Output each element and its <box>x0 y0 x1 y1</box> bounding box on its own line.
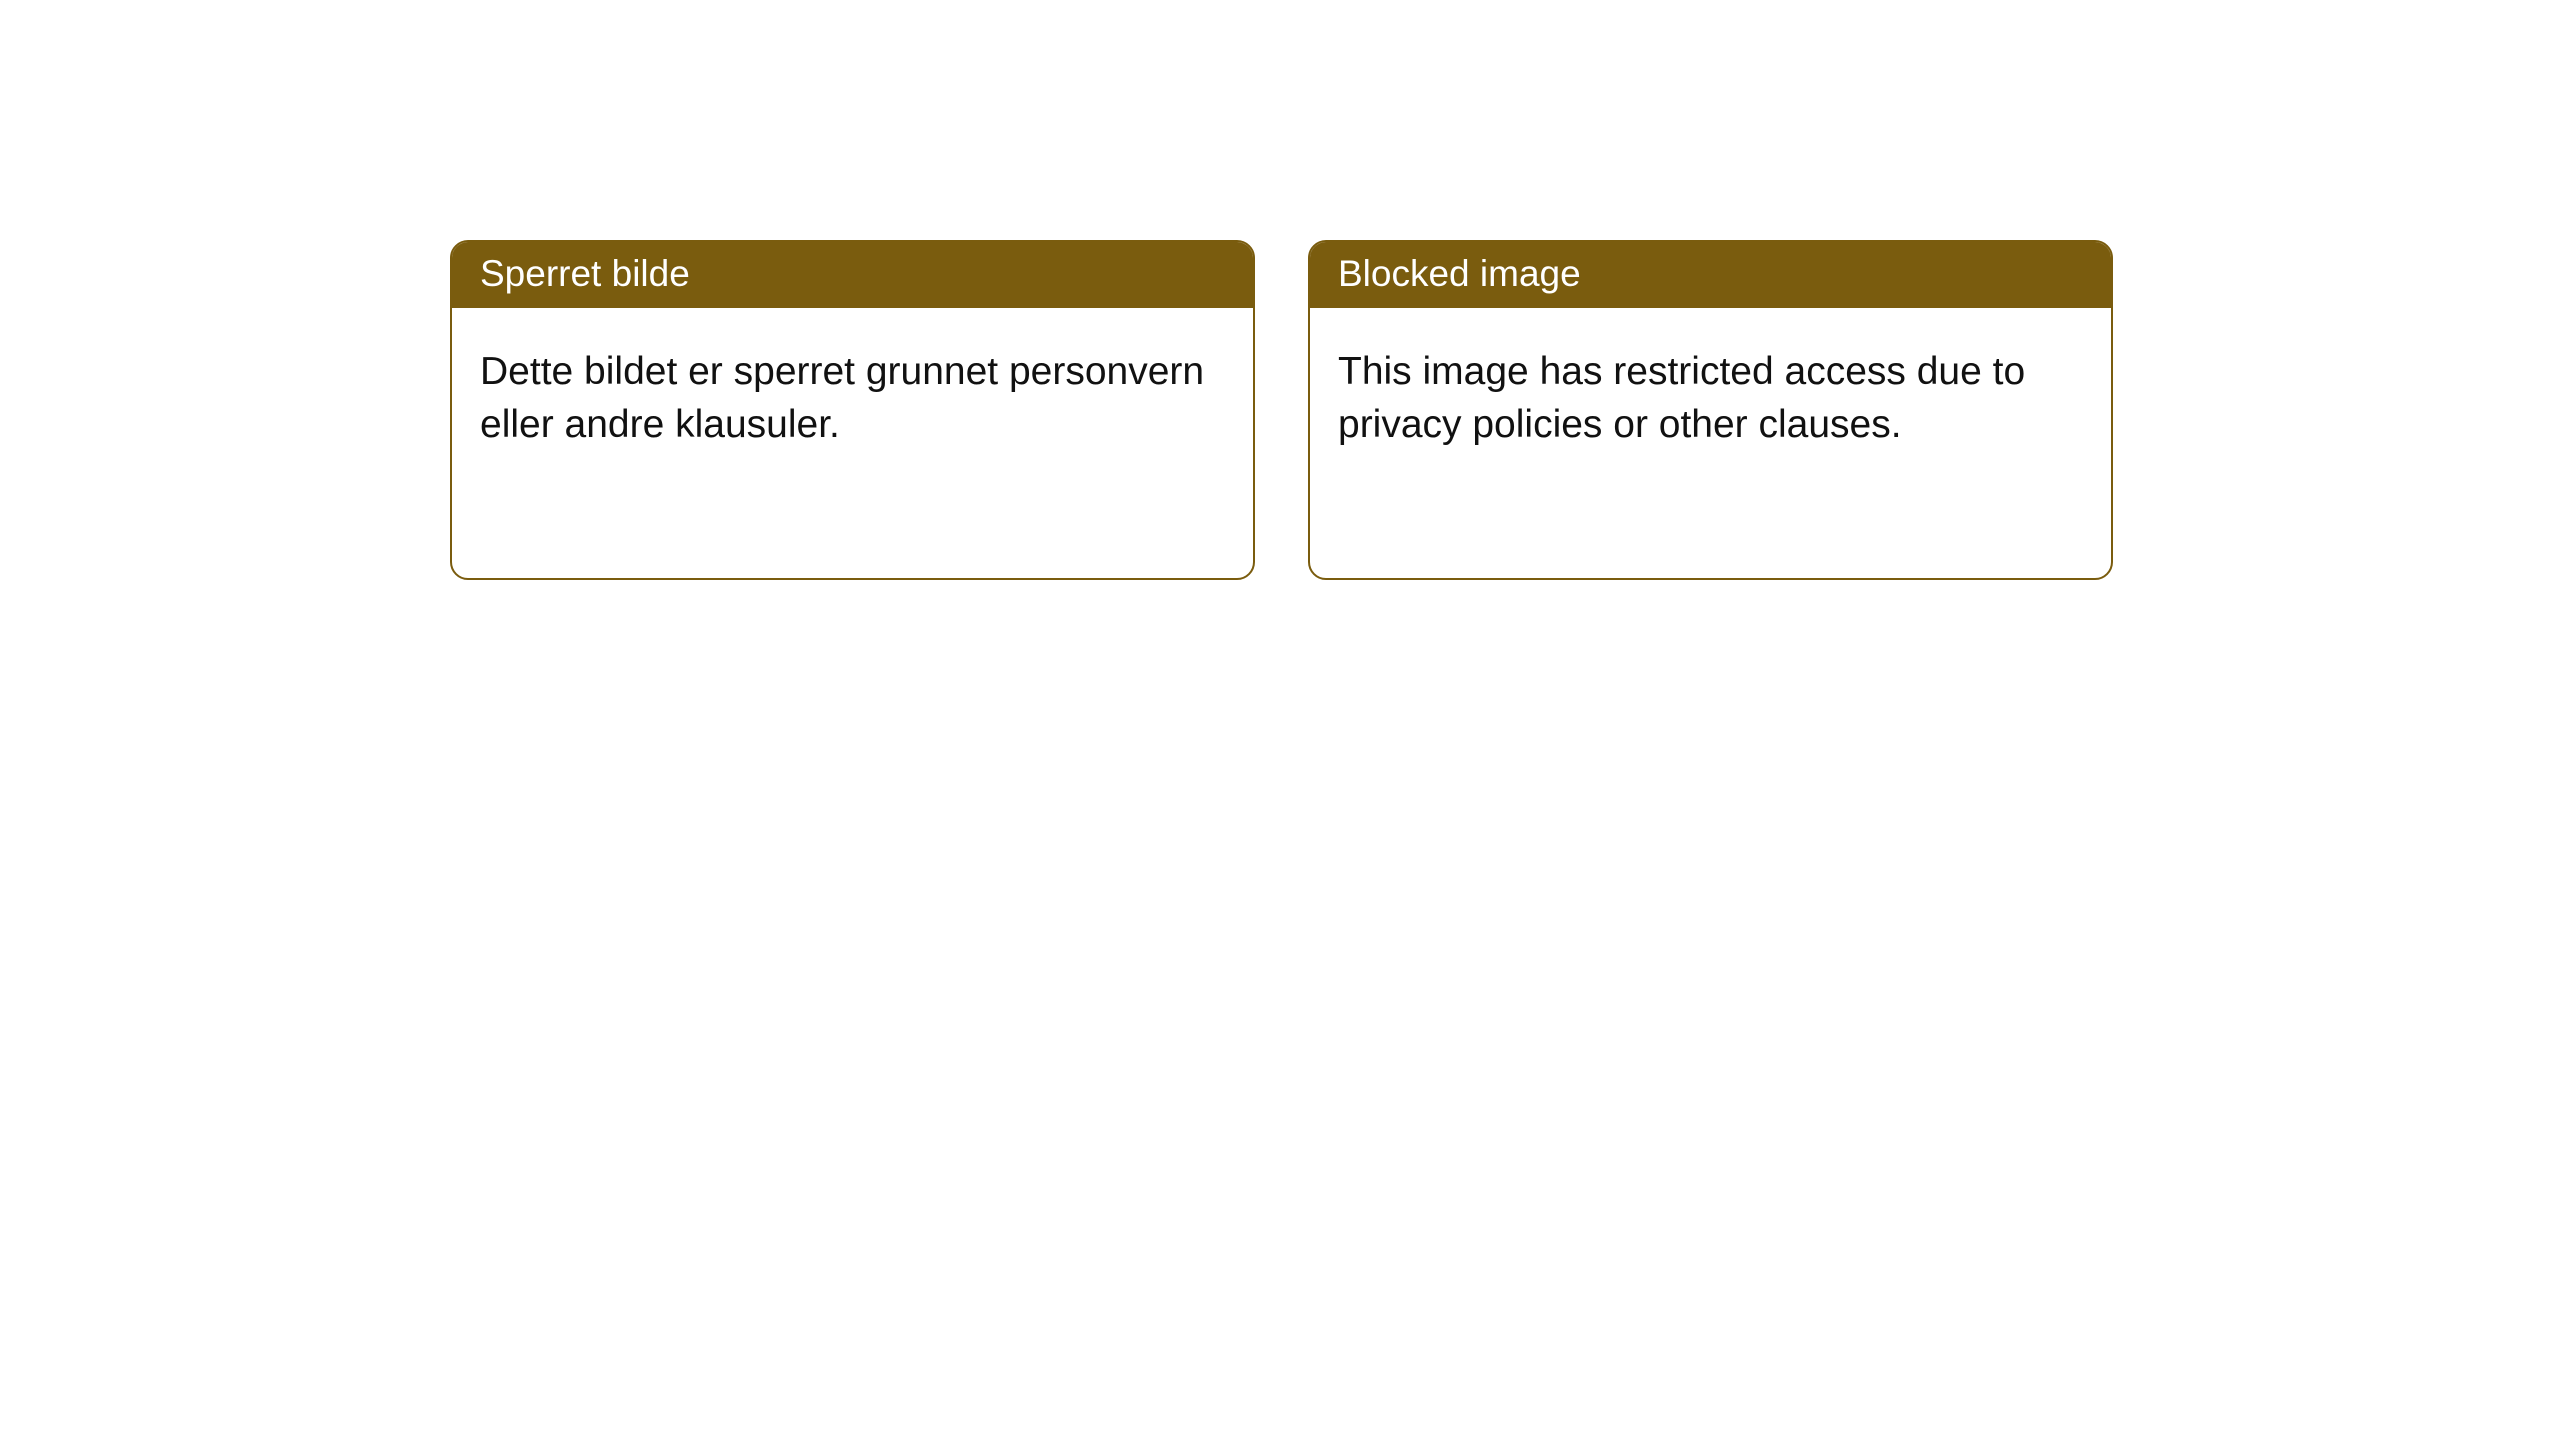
notice-title-en: Blocked image <box>1310 242 2111 308</box>
notice-body-no: Dette bildet er sperret grunnet personve… <box>452 308 1253 578</box>
notice-title-no: Sperret bilde <box>452 242 1253 308</box>
notice-card-en: Blocked image This image has restricted … <box>1308 240 2113 580</box>
notice-body-en: This image has restricted access due to … <box>1310 308 2111 578</box>
notice-card-no: Sperret bilde Dette bildet er sperret gr… <box>450 240 1255 580</box>
notice-container: Sperret bilde Dette bildet er sperret gr… <box>450 240 2113 580</box>
